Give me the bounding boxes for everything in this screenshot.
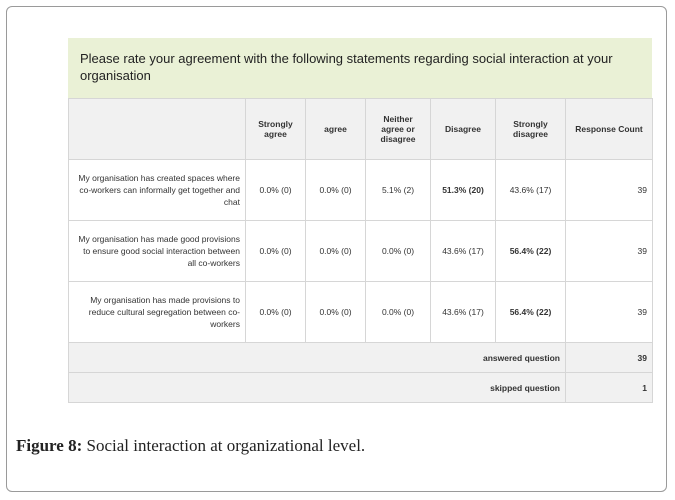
survey-title: Please rate your agreement with the foll… — [68, 38, 652, 98]
survey-panel: Please rate your agreement with the foll… — [68, 38, 653, 403]
footer-value: 39 — [565, 342, 653, 373]
data-row: My organisation has made provisions to r… — [68, 281, 653, 343]
data-row: My organisation has created spaces where… — [68, 159, 653, 221]
footer-label: skipped question — [68, 372, 566, 403]
frame — [6, 6, 667, 492]
header-cell: Strongly agree — [245, 98, 306, 160]
data-cell: 0.0% (0) — [245, 159, 306, 221]
data-cell: 0.0% (0) — [245, 220, 306, 282]
data-cell: 0.0% (0) — [305, 281, 366, 343]
header-row: Strongly agree agree Neither agree or disa… — [68, 98, 653, 160]
header-cell: Strongly disagree — [495, 98, 566, 160]
caption-label: Figure 8: — [16, 436, 83, 455]
data-cell: 0.0% (0) — [365, 281, 431, 343]
data-cell: 0.0% (0) — [365, 220, 431, 282]
footer-row: skipped question 1 — [68, 372, 653, 403]
data-cell: 0.0% (0) — [305, 220, 366, 282]
footer-row: answered question 39 — [68, 342, 653, 373]
data-cell: 39 — [565, 281, 653, 343]
data-cell: 39 — [565, 220, 653, 282]
data-cell: 43.6% (17) — [495, 159, 566, 221]
caption: Figure 8: Social interaction at organiza… — [16, 436, 365, 456]
data-cell: 56.4% (22) — [495, 281, 566, 343]
data-row: My organisation has made good provisions… — [68, 220, 653, 282]
caption-text: Social interaction at organizational lev… — [86, 436, 366, 455]
footer-value: 1 — [565, 372, 653, 403]
row-label: My organisation has created spaces where… — [68, 159, 246, 221]
header-cell: Neither agree or disagree — [365, 98, 431, 160]
data-cell: 0.0% (0) — [305, 159, 366, 221]
header-cell: Response Count — [565, 98, 653, 160]
footer-label: answered question — [68, 342, 566, 373]
data-cell: 56.4% (22) — [495, 220, 566, 282]
data-cell: 43.6% (17) — [430, 220, 496, 282]
header-cell: agree — [305, 98, 366, 160]
data-cell: 5.1% (2) — [365, 159, 431, 221]
data-cell: 51.3% (20) — [430, 159, 496, 221]
data-cell: 0.0% (0) — [245, 281, 306, 343]
data-cell: 43.6% (17) — [430, 281, 496, 343]
row-label: My organisation has made good provisions… — [68, 220, 246, 282]
survey-table: Strongly agree agree Neither agree or disa… — [68, 98, 653, 403]
row-label: My organisation has made provisions to r… — [68, 281, 246, 343]
header-cell — [68, 98, 246, 160]
data-cell: 39 — [565, 159, 653, 221]
header-cell: Disagree — [430, 98, 496, 160]
